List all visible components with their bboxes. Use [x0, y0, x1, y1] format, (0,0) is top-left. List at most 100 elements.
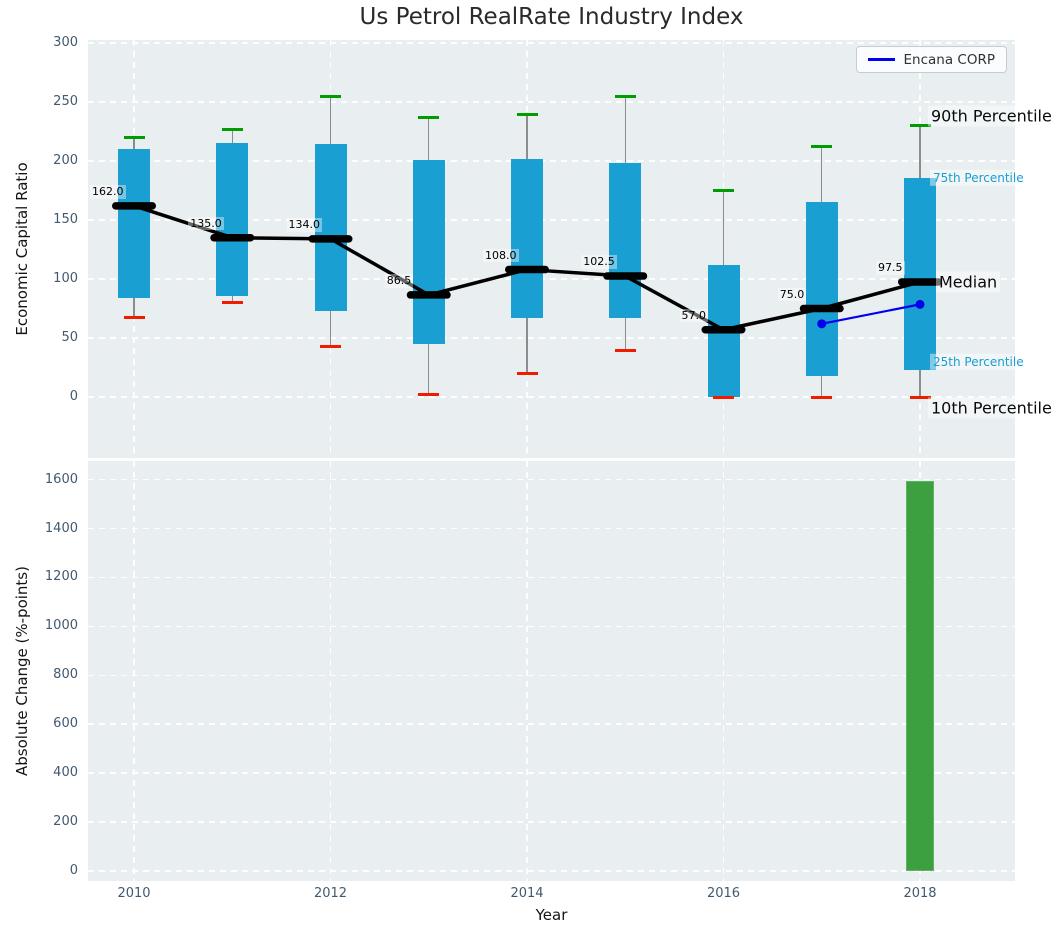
annotation-p90: 90th Percentile [928, 105, 1055, 127]
gridline-horizontal [88, 278, 1015, 280]
x-axis-label: Year [535, 906, 568, 924]
gridline-vertical [526, 461, 528, 881]
p90-cap-2010 [123, 135, 145, 139]
p10-cap-2017 [811, 395, 833, 399]
iqr-box-2018 [904, 177, 936, 370]
y-tick-label: 0 [69, 863, 78, 878]
y-tick-label: 1600 [44, 471, 78, 487]
y-tick-label: 250 [53, 94, 78, 109]
median-marker-2010 [112, 202, 156, 210]
legend-label: Encana CORP [903, 51, 995, 68]
y-tick-label: 1400 [44, 520, 78, 536]
iqr-box-2010 [118, 149, 150, 298]
gridline-horizontal [88, 723, 1015, 725]
median-value-label-2018: 97.5 [876, 260, 905, 275]
x-tick-label: 2016 [706, 886, 741, 901]
y-tick-label: 200 [53, 153, 78, 168]
median-marker-2015 [603, 272, 648, 280]
y-tick-label: 1000 [44, 618, 78, 634]
top-axes: Encana CORP 162.0 135.0 134.0 86.5 108.0 102.… [88, 40, 1055, 458]
series-overlay [112, 202, 942, 334]
gridline-horizontal [88, 821, 1015, 823]
p90-cap-2013 [418, 115, 440, 119]
gridline-vertical [133, 461, 135, 881]
median-value-label-2011: 135.0 [188, 216, 224, 231]
gridline-horizontal [88, 160, 1015, 162]
iqr-box-2011 [216, 143, 249, 296]
p90-cap-2011 [221, 127, 243, 131]
median-value-label-2015: 102.5 [581, 255, 617, 269]
median-marker-2018 [898, 278, 942, 286]
gridline-horizontal [88, 772, 1015, 774]
gridline-horizontal [88, 219, 1015, 221]
p10-cap-2012 [320, 344, 341, 348]
x-tick-label: 2012 [313, 886, 348, 901]
gridline-horizontal [88, 870, 1015, 872]
iqr-box-2015 [609, 163, 642, 318]
top-y-axis-label: Economic Capital Ratio [13, 162, 31, 336]
x-tick-label: 2014 [510, 886, 544, 901]
median-value-label-2016: 57.0 [679, 308, 708, 323]
bottom-axes [88, 461, 1015, 881]
p90-cap-2012 [320, 94, 341, 98]
gridline-horizontal [88, 478, 1015, 481]
gridline-horizontal [88, 576, 1015, 579]
iqr-box-2014 [511, 158, 543, 318]
gridline-horizontal [88, 396, 1015, 398]
p90-cap-2015 [614, 94, 636, 98]
p10-cap-2010 [123, 316, 145, 320]
p10-cap-2013 [418, 393, 440, 397]
encana-line [821, 303, 921, 325]
median-value-label-2014: 108.0 [483, 248, 519, 263]
median-marker-2013 [406, 291, 451, 299]
median-marker-2017 [799, 304, 844, 313]
median-value-label-2017: 75.0 [777, 287, 807, 302]
encana-point-2017 [817, 319, 827, 329]
iqr-box-2013 [412, 159, 445, 344]
iqr-box-2017 [805, 202, 838, 376]
gridline-horizontal [88, 337, 1015, 339]
gridline-horizontal [88, 674, 1015, 677]
p90-cap-2017 [811, 145, 833, 149]
y-tick-label: 0 [69, 389, 78, 404]
chart-title: Us Petrol RealRate Industry Index [359, 4, 744, 30]
y-tick-label: 400 [53, 765, 78, 781]
y-tick-label: 100 [53, 271, 78, 286]
y-tick-label: 200 [53, 814, 78, 830]
median-marker-2014 [505, 265, 549, 274]
gridline-horizontal [88, 625, 1015, 628]
change-bar-2018 [906, 480, 934, 871]
gridline-horizontal [88, 42, 1015, 44]
annotation-p75: 75th Percentile [930, 169, 1027, 187]
annotation-median: Median [936, 271, 1001, 293]
p10-cap-2018 [909, 395, 931, 399]
x-tick-label: 2010 [117, 886, 151, 901]
p90-cap-2016 [713, 189, 734, 192]
iqr-box-2012 [314, 144, 347, 311]
gridline-vertical [722, 461, 725, 881]
y-tick-label: 50 [61, 330, 78, 345]
annotation-p25: 25th Percentile [930, 353, 1027, 371]
y-tick-label: 800 [53, 667, 78, 683]
x-tick-label: 2018 [903, 886, 937, 901]
median-marker-2012 [308, 235, 353, 243]
encana-point-2018 [915, 299, 925, 309]
legend: Encana CORP [855, 46, 1007, 73]
p90-cap-2014 [516, 113, 538, 117]
gridline-vertical [329, 461, 332, 881]
median-value-label-2013: 86.5 [384, 273, 414, 288]
median-value-label-2010: 162.0 [90, 184, 126, 199]
gridline-horizontal [88, 101, 1015, 103]
p10-cap-2015 [614, 349, 636, 353]
median-marker-2016 [701, 325, 746, 334]
median-marker-2011 [210, 233, 255, 242]
y-tick-label: 150 [53, 212, 78, 227]
gridline-horizontal [88, 527, 1015, 530]
y-tick-label: 600 [53, 716, 78, 732]
legend-line-sample [867, 58, 895, 61]
y-tick-label: 1200 [44, 569, 78, 585]
p90-cap-2018 [909, 124, 931, 128]
annotation-p10: 10th Percentile [928, 397, 1055, 419]
y-tick-label: 300 [53, 35, 78, 50]
